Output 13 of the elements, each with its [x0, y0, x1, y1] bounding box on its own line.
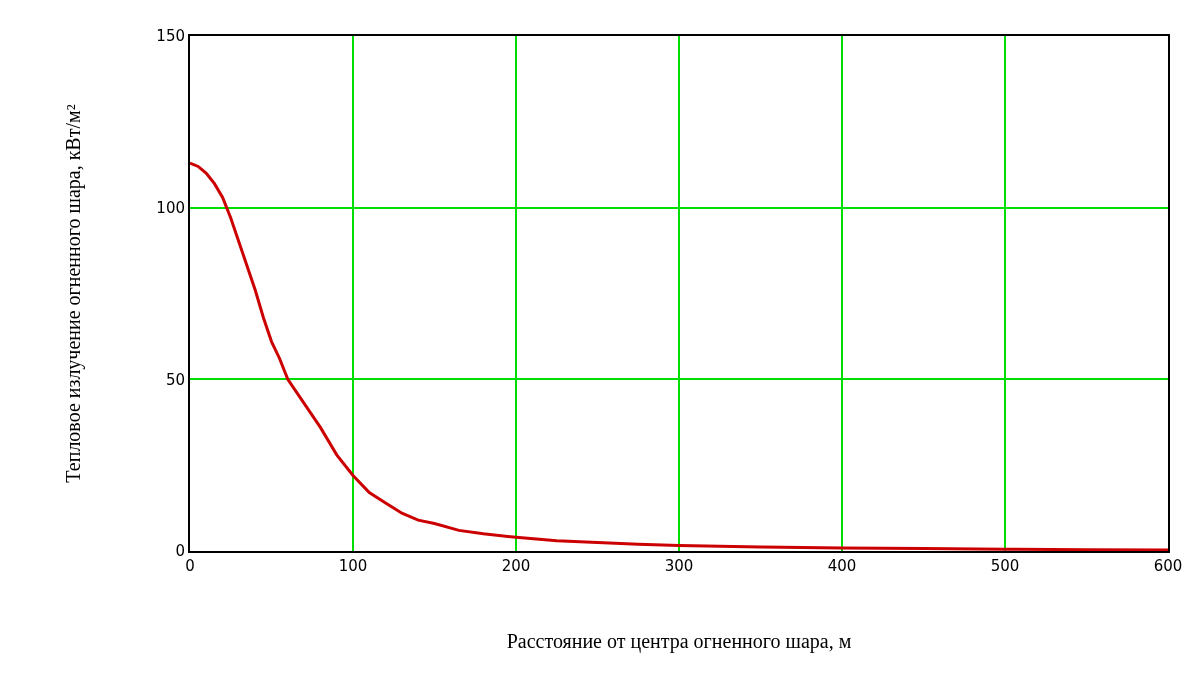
line-series: [190, 161, 1168, 551]
x-tick-label: 400: [827, 557, 857, 575]
x-tick-label: 500: [990, 557, 1020, 575]
y-tick-label: 100: [156, 198, 185, 217]
y-tick-label: 0: [175, 542, 185, 561]
x-axis-title: Расстояние от центра огненного шара, м: [506, 630, 852, 653]
x-tick-label: 300: [664, 557, 694, 575]
y-tick-label: 150: [156, 27, 185, 46]
x-tick-label: 200: [501, 557, 531, 575]
y-axis-title: Тепловое излучение огненного шара, кВт/м²: [62, 104, 86, 483]
x-tick-label: 100: [338, 557, 368, 575]
y-tick-label: 50: [165, 370, 185, 389]
x-tick-label: 600: [1153, 557, 1183, 575]
